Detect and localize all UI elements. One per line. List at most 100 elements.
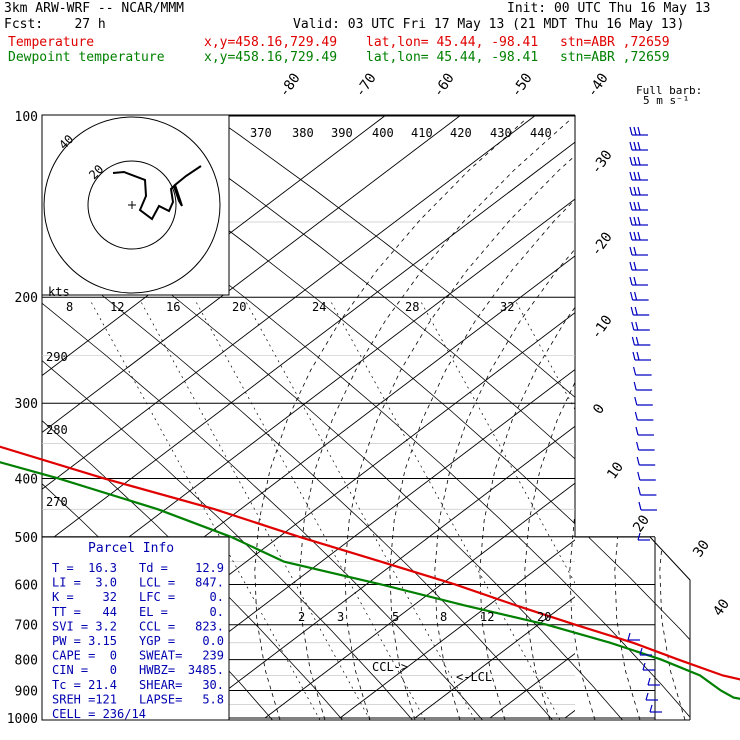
pressure-tick-label: 700	[15, 619, 38, 634]
wind-barb-flag	[642, 662, 646, 671]
moist-adiabat-line	[659, 119, 690, 720]
wind-barb-flag	[631, 321, 635, 331]
parcel-info-cell: 12.9	[195, 561, 224, 575]
parcel-info-cell: 121	[95, 692, 117, 706]
wind-barb-flag	[635, 426, 639, 436]
wind-barb-flag	[629, 141, 633, 151]
parcel-info-cell: 3.15	[88, 634, 117, 648]
pressure-tick-label: 800	[15, 654, 38, 669]
wind-barb-flag	[633, 126, 637, 136]
temperature-tick-label: 20	[630, 512, 653, 535]
mixing-ratio-label: 32	[500, 300, 514, 314]
temperature-tick-label: -60	[430, 70, 458, 100]
wind-barb-flag	[630, 291, 634, 301]
parcel-info-cell: T =	[52, 561, 74, 575]
pressure-tick-label: 1000	[7, 712, 38, 727]
mixing-ratio-label: 12	[110, 300, 124, 314]
mixing-ratio-line	[89, 299, 321, 720]
temperature-tick-label: -70	[352, 70, 380, 100]
isotherm-line	[42, 141, 575, 547]
parcel-info-cell: 823.	[195, 619, 224, 633]
parcel-info-cell: 44	[103, 605, 117, 619]
isotherm-line	[114, 368, 575, 719]
parcel-info-box	[41, 536, 230, 721]
wind-barb-flag	[637, 231, 641, 241]
mixing-ratio-label: 2	[298, 610, 305, 624]
wind-barb-flag	[633, 156, 637, 166]
dewpoint-latlon: lat,lon= 45.44, -98.41	[366, 50, 539, 65]
wind-barb-flag	[633, 186, 637, 196]
isotherm-line	[564, 709, 575, 719]
temperature-tick-label: 10	[604, 459, 627, 482]
temperature-station: stn=ABR ,72659	[560, 35, 670, 50]
wind-barb-flag	[636, 441, 640, 451]
wind-barb-flag	[634, 291, 638, 301]
isotherm-line	[264, 482, 575, 719]
parcel-info-cell: 5.8	[202, 692, 224, 706]
pressure-tick-label: 600	[15, 578, 38, 593]
mixing-ratio-label: 3	[337, 610, 344, 624]
wind-barb-flag	[633, 246, 637, 256]
theta-label: 380	[292, 126, 314, 140]
wind-barb-flag	[629, 186, 633, 196]
barb-legend-line2: 5 m s⁻¹	[643, 94, 689, 107]
moist-adiabat-line	[434, 119, 690, 720]
dry-adiabat-line	[90, 115, 690, 720]
moist-adiabat-line	[479, 119, 690, 720]
isotherm-line	[42, 115, 460, 433]
wind-barb-flag	[649, 704, 653, 713]
init-time: Init: 00 UTC Thu 16 May 13	[507, 1, 711, 16]
wind-barb-flag	[637, 532, 641, 541]
pressure-tick-label: 500	[15, 531, 38, 546]
parcel-info-cell: Td =	[139, 561, 168, 575]
moist-adiabat-line	[389, 119, 661, 720]
parcel-info-cell: SHEAR=	[139, 678, 182, 692]
isotherm-line	[42, 115, 385, 377]
parcel-info-cell: TT =	[52, 605, 81, 619]
temperature-tick-label: -40	[584, 70, 612, 100]
wind-barb-flag	[629, 276, 633, 286]
wind-barb-flag	[632, 351, 636, 361]
parcel-info-cell: K =	[52, 590, 74, 604]
pressure-tick-label: 900	[15, 684, 38, 699]
mixing-ratio-line	[194, 299, 426, 720]
lcl-marker: <-LCL	[456, 670, 492, 684]
moist-adiabat-line	[344, 119, 616, 720]
parcel-info-cell: YGP =	[139, 634, 175, 648]
wind-barb-flag	[633, 216, 637, 226]
parcel-info-cell: LFC =	[139, 590, 175, 604]
mixing-ratio-label: 8	[440, 610, 447, 624]
dry-adiabat-line	[42, 115, 501, 720]
temperature-tick-label: 0	[590, 401, 608, 417]
wind-barb-flag	[636, 456, 640, 466]
temperature-tick-label: -10	[588, 312, 616, 342]
mixing-ratio-label: 12	[480, 610, 494, 624]
parcel-info-cell: SVI =	[52, 619, 88, 633]
wind-barb-flag	[629, 126, 633, 136]
theta-label: 430	[490, 126, 512, 140]
mixing-ratio-line	[514, 299, 575, 411]
hodograph-ring-inner	[87, 160, 177, 250]
parcel-info-panel: Parcel Info T = 16.3 Td = 12.9 LI = 3.0 LCL = 84…	[41, 536, 230, 721]
wind-barb-flag	[631, 336, 635, 346]
isotherm-line	[715, 116, 740, 718]
dry-adiabat-line	[42, 115, 571, 720]
wind-barb-flag	[637, 171, 641, 181]
wind-barb-flag	[637, 141, 641, 151]
theta-label: 440	[530, 126, 552, 140]
isotherm-line	[414, 596, 575, 719]
dry-adiabat-line	[42, 115, 641, 720]
ccl-marker: CCL->	[372, 660, 408, 674]
wind-barb-flag	[629, 231, 633, 241]
wind-barb-flag	[637, 486, 641, 496]
wind-barb-flag	[629, 261, 633, 271]
moist-adiabat-line	[524, 119, 690, 720]
pressure-tick-label: 200	[15, 291, 38, 306]
theta-label: 390	[331, 126, 353, 140]
lower-box-edge	[575, 536, 691, 720]
parcel-info-cell: CAPE =	[52, 649, 95, 663]
theta-label: 410	[411, 126, 433, 140]
isotherm-line	[42, 115, 535, 490]
